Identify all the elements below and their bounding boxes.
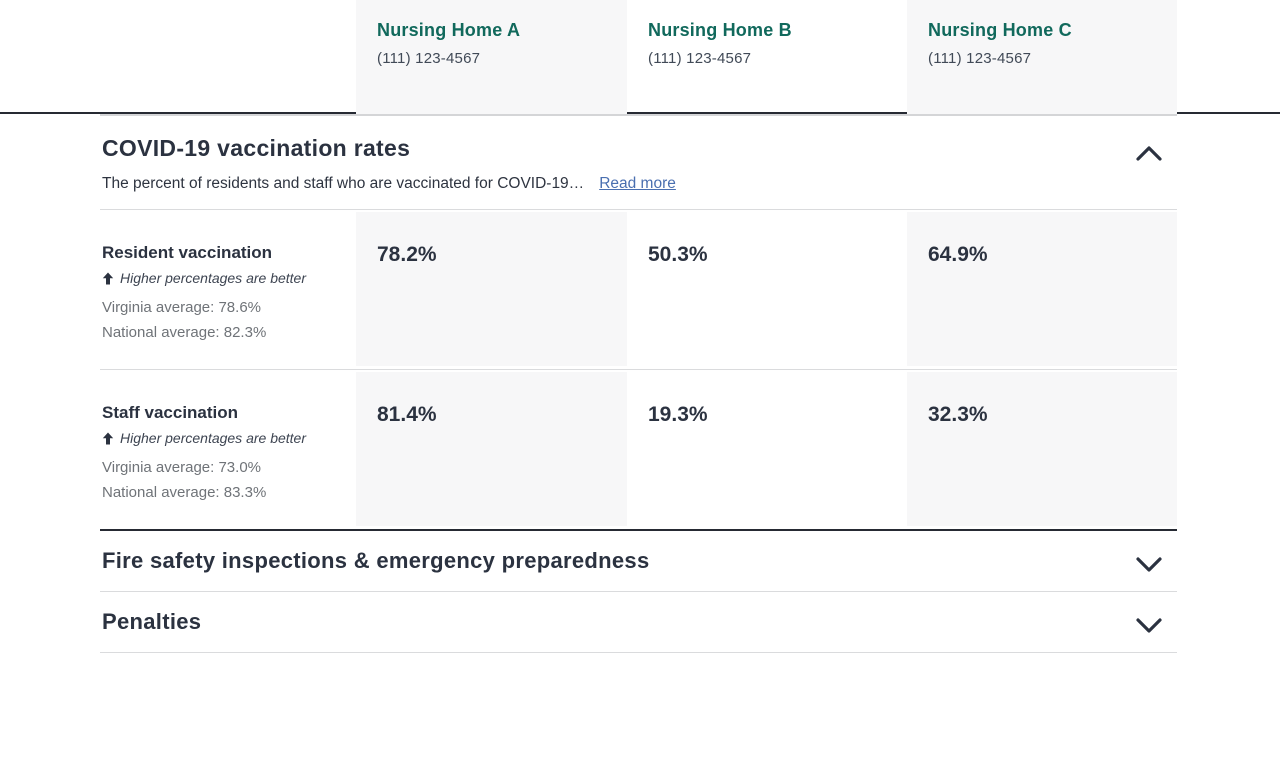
national-average: National average: 82.3% [102, 324, 267, 341]
chevron-up-icon [1135, 145, 1163, 162]
state-average: Virginia average: 73.0% [102, 459, 261, 476]
value-cell-home-b: 50.3% [648, 243, 708, 266]
fire-safety-title: Fire safety inspections & emergency prep… [102, 548, 650, 573]
header-scroll-track [100, 114, 1177, 116]
value-cell-home-c: 64.9% [907, 212, 1177, 366]
value-cell-home-a: 81.4% [356, 372, 627, 526]
read-more-link[interactable]: Read more [599, 175, 676, 192]
penalties-title: Penalties [102, 609, 202, 634]
measure-averages: Virginia average: 73.0% National average… [102, 455, 344, 505]
measure-direction-note: Higher percentages are better [102, 430, 344, 446]
measure-name: Resident vaccination [102, 243, 273, 262]
chevron-down-icon [1135, 617, 1163, 634]
covid-collapse-button[interactable] [1131, 141, 1167, 166]
covid-section-title: COVID-19 vaccination rates [102, 135, 411, 161]
measure-name: Staff vaccination [102, 403, 239, 422]
compare-sticky-header: Nursing Home A (111) 123-4567 Nursing Ho… [0, 0, 1280, 114]
chevron-down-icon [1135, 556, 1163, 573]
provider-header-c: Nursing Home C (111) 123-4567 [907, 0, 1177, 114]
provider-phone-b: (111) 123-4567 [648, 50, 752, 67]
covid-section-header[interactable]: COVID-19 vaccination rates [100, 116, 1177, 166]
measure-direction-note: Higher percentages are better [102, 270, 344, 286]
table-row-staff-vaccination: Staff vaccination Higher percentages are… [100, 369, 1177, 529]
comparison-content: COVID-19 vaccination rates The percent o… [100, 116, 1177, 653]
covid-measure-rows: Resident vaccination Higher percentages … [100, 209, 1177, 531]
section-fire-safety-header[interactable]: Fire safety inspections & emergency prep… [100, 531, 1177, 592]
state-average: Virginia average: 78.6% [102, 299, 261, 316]
fire-safety-expand-button[interactable] [1131, 552, 1167, 577]
section-covid-vaccination: COVID-19 vaccination rates The percent o… [100, 116, 1177, 531]
value-cell-home-b: 19.3% [648, 403, 708, 426]
measure-label-cell: Staff vaccination Higher percentages are… [100, 370, 356, 529]
covid-section-description-row: The percent of residents and staff who a… [100, 166, 1177, 193]
provider-phone-c: (111) 123-4567 [928, 50, 1032, 67]
table-row-resident-vaccination: Resident vaccination Higher percentages … [100, 209, 1177, 369]
provider-phone-a: (111) 123-4567 [377, 50, 481, 67]
measure-averages: Virginia average: 78.6% National average… [102, 295, 344, 345]
section-penalties-header[interactable]: Penalties [100, 592, 1177, 653]
measure-label-cell: Resident vaccination Higher percentages … [100, 210, 356, 369]
arrow-up-icon [102, 432, 114, 445]
measure-direction-text: Higher percentages are better [120, 430, 306, 446]
value-cell-home-a: 78.2% [356, 212, 627, 366]
provider-name-link-c[interactable]: Nursing Home C [928, 20, 1072, 40]
value-cell-home-c: 32.3% [907, 372, 1177, 526]
penalties-expand-button[interactable] [1131, 613, 1167, 638]
provider-columns: Nursing Home A (111) 123-4567 Nursing Ho… [356, 0, 1177, 114]
provider-name-link-a[interactable]: Nursing Home A [377, 20, 521, 40]
provider-name-link-b[interactable]: Nursing Home B [648, 20, 792, 40]
national-average: National average: 83.3% [102, 484, 267, 501]
provider-header-a: Nursing Home A (111) 123-4567 [356, 0, 627, 114]
covid-section-description: The percent of residents and staff who a… [102, 175, 585, 192]
provider-header-b: Nursing Home B (111) 123-4567 [627, 0, 907, 114]
arrow-up-icon [102, 272, 114, 285]
measure-direction-text: Higher percentages are better [120, 270, 306, 286]
